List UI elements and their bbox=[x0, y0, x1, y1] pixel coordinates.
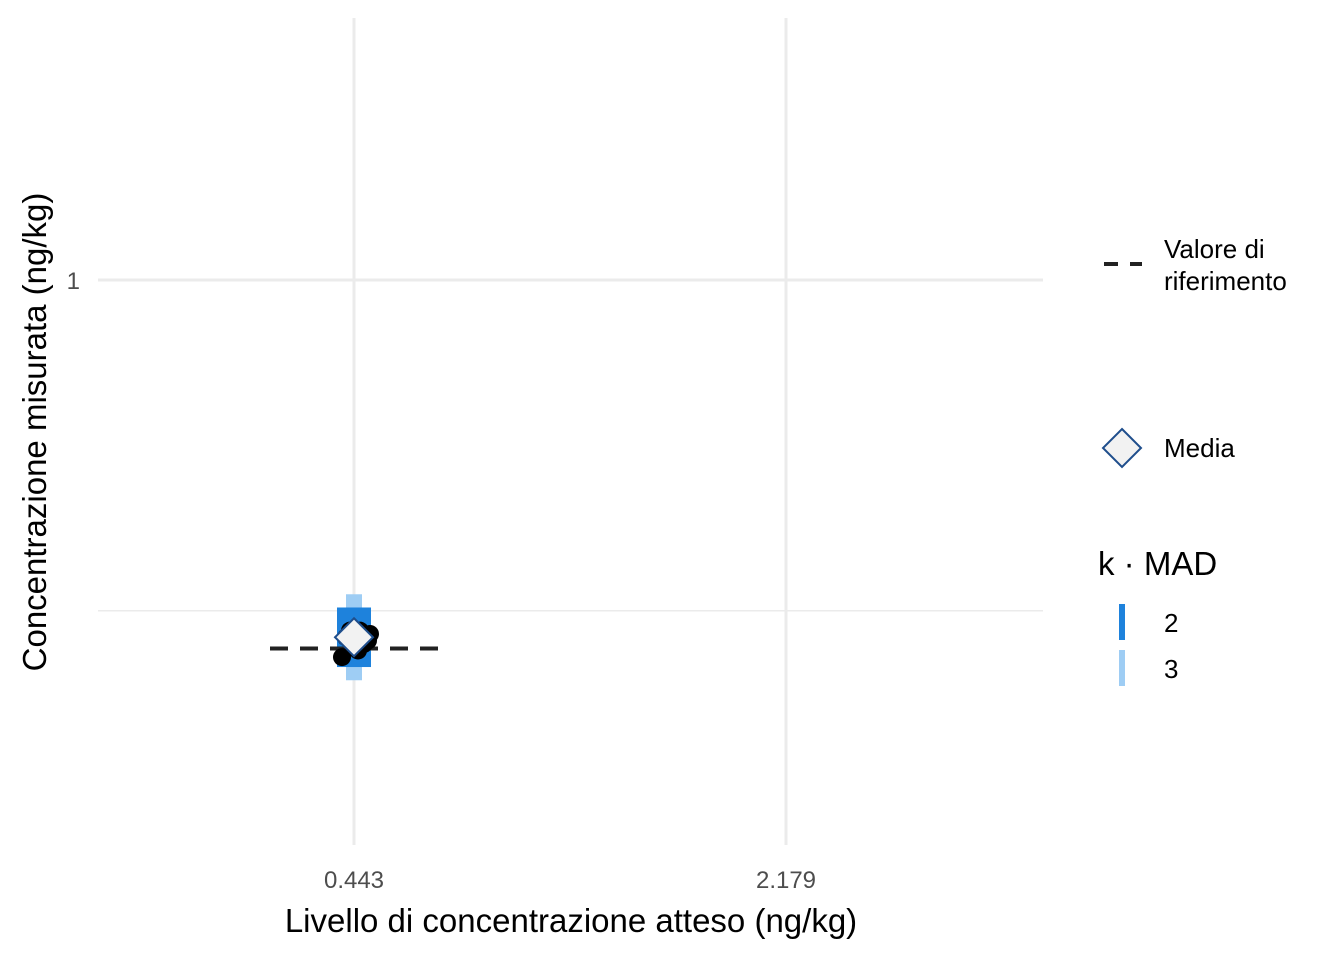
legend-kmad-2-key bbox=[1119, 604, 1125, 640]
axes: Livello di concentrazione atteso (ng/kg)… bbox=[16, 193, 857, 939]
legend-kmad-2-label: 2 bbox=[1164, 608, 1178, 638]
legend-reference-label-line2: riferimento bbox=[1164, 266, 1287, 296]
x-tick-label: 0.443 bbox=[324, 867, 384, 894]
legend-reference-label: Valore di bbox=[1164, 234, 1265, 264]
y-tick-label: 1 bbox=[67, 268, 80, 295]
mean-marker bbox=[333, 616, 375, 658]
legend-kmad-title: k · MAD bbox=[1098, 545, 1217, 582]
legend-mean-diamond-icon bbox=[1101, 427, 1143, 469]
x-axis-label: Livello di concentrazione atteso (ng/kg) bbox=[285, 902, 857, 939]
legend-kmad-3-key bbox=[1119, 650, 1125, 686]
y-axis-label: Concentrazione misurata (ng/kg) bbox=[16, 193, 53, 672]
legend-kmad-3-label: 3 bbox=[1164, 654, 1178, 684]
legend: Valore di riferimento Media k · MAD 2 3 bbox=[1098, 234, 1287, 686]
legend-mean-label: Media bbox=[1164, 433, 1235, 463]
grid bbox=[98, 18, 1043, 845]
data-point bbox=[333, 648, 351, 667]
plot-data bbox=[270, 594, 438, 681]
x-tick-label: 2.179 bbox=[756, 867, 816, 894]
